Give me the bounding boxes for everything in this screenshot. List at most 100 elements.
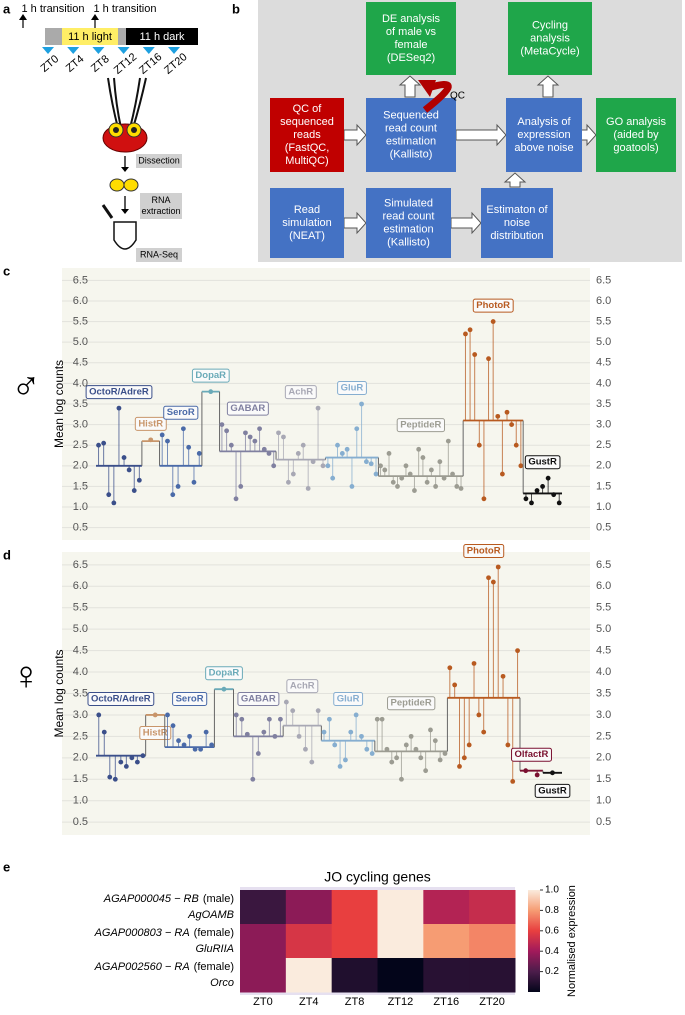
point [395,484,400,489]
point [126,467,132,473]
group-label: PhotoR [472,298,514,313]
legend-label: AchR [290,681,315,692]
node-label: above noise [514,142,573,154]
node-label: (Kallisto) [390,148,433,160]
point [481,729,487,735]
flow-arrow [450,211,482,235]
sex-symbol: ♀ [11,654,41,698]
group-label: GustR [534,783,571,798]
legend-label: PhotoR [467,546,501,557]
point [233,712,239,718]
point [175,484,181,489]
point [420,455,426,460]
node-label: Sequenced [383,109,439,121]
label-box [511,747,552,762]
point [305,486,311,491]
point [295,451,301,456]
point [209,742,215,748]
y-tick-label-right: 3.5 [596,687,611,699]
label-box [286,679,319,694]
panel-label: c [3,263,10,278]
y-tick-label: 3.0 [73,709,88,721]
y-tick-label: 3.0 [73,419,88,431]
y-tick-label: 5.0 [73,623,88,635]
point [424,479,430,485]
group-label: GustR [524,455,561,470]
x-tick-label: ZT12 [388,996,414,1008]
group-label: GluR [337,381,367,396]
row-label: AGAP000803 − RA (female) [94,927,234,939]
arrow-head [19,14,27,20]
transition-label: 1 h transition [22,3,85,15]
timepoint-label: ZT12 [112,51,139,77]
flow-node [366,188,451,258]
timepoint-label: ZT0 [39,53,62,75]
point [408,733,414,739]
x-tick-label: ZT0 [253,996,273,1008]
legend-label: DopaR [195,370,226,381]
point [281,434,286,440]
point [442,751,448,756]
label-box [387,696,436,711]
point [471,661,477,666]
label-box [284,385,317,400]
point [261,729,267,735]
point [523,496,529,502]
point [96,442,101,448]
heatmap-cell [331,924,378,959]
point [349,484,355,489]
point [186,444,192,450]
sex-symbol: ♂ [11,365,41,409]
heatmap-cell [285,924,333,959]
y-tick-label: 0.5 [73,522,88,534]
point [394,755,400,761]
point [116,405,122,411]
point [476,442,482,448]
light-label: 11 h light [68,31,112,43]
heatmap-cell [469,958,516,993]
flow-arrow [343,123,367,147]
y-tick-label-right: 5.5 [596,315,611,327]
point [96,712,102,718]
point [545,475,551,481]
point [515,648,520,654]
point [540,484,545,489]
legend-label: PeptideR [400,420,441,431]
point [238,484,244,489]
point [170,723,176,729]
y-tick-label-right: 1.0 [596,501,611,513]
point [432,738,438,744]
group-label: GluR [333,691,364,706]
node-label: read count [385,122,437,134]
flow-node [270,98,344,172]
point [495,564,501,570]
point [255,751,261,756]
point [191,479,197,485]
label-box [524,455,561,470]
flow-node [596,98,676,172]
gene-name: AgOAMB [187,909,234,921]
step-label: extraction [141,206,180,216]
heatmap-cell [469,890,516,925]
node-label: Estimaton of [486,204,548,216]
point [176,738,181,744]
node-label: distribution [490,230,543,242]
point [476,712,482,718]
flow-arrow [343,211,367,235]
point [303,746,308,752]
point [107,774,113,780]
heatmap-cell [331,958,378,993]
point [389,759,395,765]
y-tick-label-right: 1.5 [596,480,611,492]
legend-label: SeroR [176,693,204,704]
point [364,746,370,752]
point [384,746,390,752]
node-label: of male vs [386,26,437,38]
arrow-head [121,209,129,214]
y-tick-label-right: 5.0 [596,336,611,348]
y-tick-label: 4.5 [73,645,88,657]
point [368,461,374,467]
x-tick-label: ZT8 [345,996,365,1008]
y-tick-label: 2.5 [73,730,88,742]
point [467,327,473,333]
